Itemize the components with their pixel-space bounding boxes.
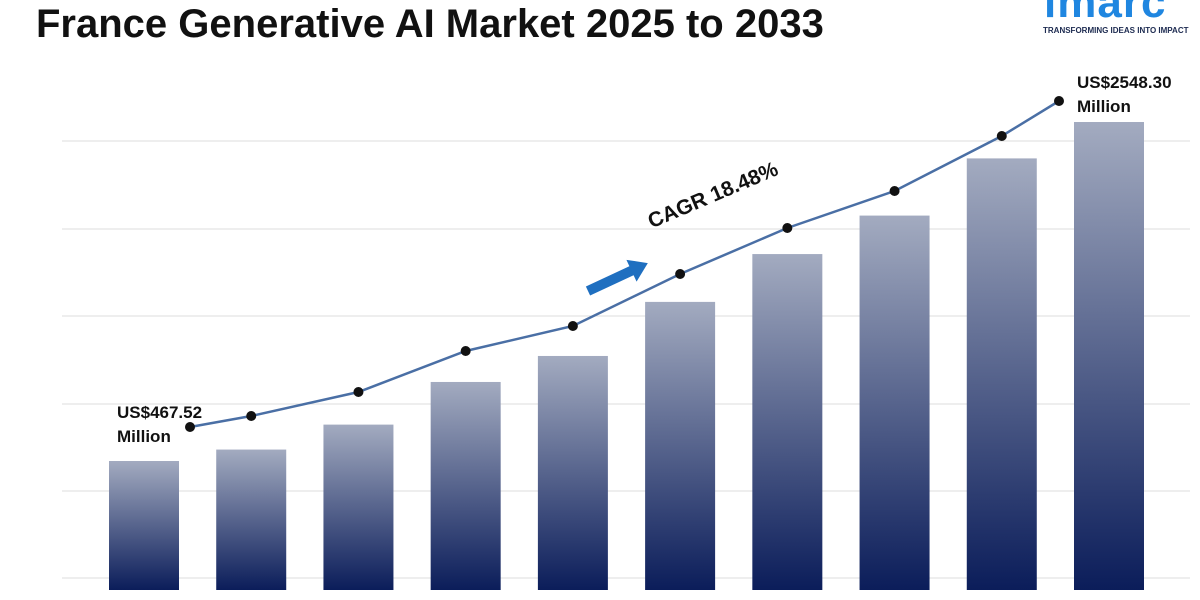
point bbox=[996, 131, 1007, 142]
arrow-shaft bbox=[585, 265, 636, 296]
point bbox=[889, 185, 900, 196]
bar bbox=[537, 355, 608, 590]
tagline: TRANSFORMING IDEAS INTO IMPACT bbox=[1043, 26, 1189, 35]
bar bbox=[1074, 122, 1144, 590]
point bbox=[185, 422, 195, 432]
point bbox=[567, 320, 578, 331]
arrow bbox=[585, 259, 648, 296]
bar bbox=[323, 424, 394, 590]
bar bbox=[645, 301, 716, 590]
bar bbox=[216, 449, 287, 590]
value-label: US$2548.30 Million bbox=[1077, 73, 1172, 116]
point bbox=[353, 387, 364, 398]
arrow-head bbox=[626, 259, 648, 282]
point bbox=[782, 222, 793, 233]
bar bbox=[859, 215, 930, 590]
point bbox=[1054, 96, 1064, 106]
bar bbox=[752, 254, 823, 590]
point bbox=[246, 411, 257, 422]
logo: imarc bbox=[1044, 0, 1167, 27]
chart-title: France Generative AI Market 2025 to 2033 bbox=[36, 2, 824, 46]
bar bbox=[430, 381, 501, 590]
trend-line bbox=[189, 99, 1060, 429]
bar bbox=[966, 158, 1037, 591]
point bbox=[460, 346, 471, 357]
bar bbox=[109, 461, 179, 590]
point bbox=[675, 268, 686, 279]
value-label: US$467.52 Million bbox=[117, 403, 203, 446]
